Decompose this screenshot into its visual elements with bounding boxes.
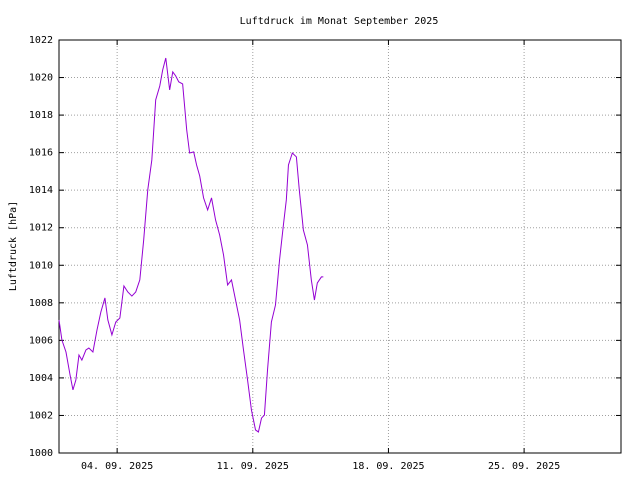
- y-axis-label: Luftdruck [hPa]: [8, 201, 19, 291]
- x-tick-label: 18. 09. 2025: [352, 461, 424, 472]
- y-tick-label: 1016: [29, 148, 53, 159]
- y-tick-label: 1008: [29, 298, 53, 309]
- y-tick-label: 1022: [29, 35, 53, 46]
- y-tick-label: 1012: [29, 223, 53, 234]
- y-tick-label: 1004: [29, 373, 53, 384]
- chart-title: Luftdruck im Monat September 2025: [240, 16, 439, 27]
- y-tick-label: 1010: [29, 260, 53, 271]
- y-tick-label: 1018: [29, 110, 53, 121]
- y-tick-label: 1002: [29, 410, 53, 421]
- plot-frame: [58, 39, 622, 454]
- y-tick-label: 1000: [29, 448, 53, 459]
- x-tick-label: 11. 09. 2025: [217, 461, 289, 472]
- x-tick-label: 04. 09. 2025: [81, 461, 153, 472]
- y-tick-label: 1006: [29, 335, 53, 346]
- data-line: [58, 57, 324, 433]
- x-tick-label: 25. 09. 2025: [488, 461, 560, 472]
- y-tick-label: 1014: [29, 185, 53, 196]
- y-tick-label: 1020: [29, 73, 53, 84]
